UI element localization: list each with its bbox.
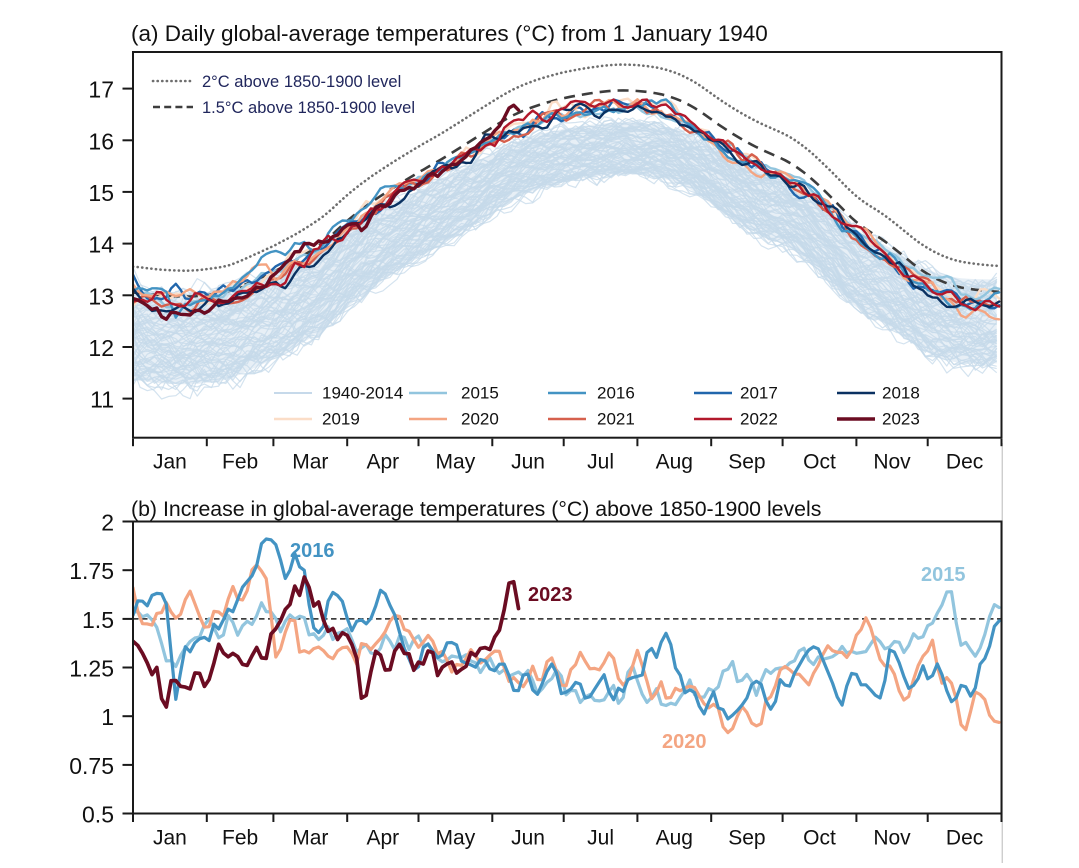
- svg-text:0.75: 0.75: [69, 753, 114, 779]
- svg-text:Feb: Feb: [222, 827, 258, 850]
- svg-text:May: May: [436, 451, 476, 474]
- svg-text:Apr: Apr: [366, 451, 399, 474]
- svg-text:11: 11: [90, 387, 114, 413]
- svg-text:2016: 2016: [597, 384, 635, 403]
- svg-text:Sep: Sep: [728, 827, 765, 850]
- svg-text:1.5: 1.5: [82, 607, 114, 633]
- svg-text:2015: 2015: [921, 564, 966, 586]
- svg-text:Jul: Jul: [587, 451, 614, 474]
- svg-text:1.5°C above 1850-1900 level: 1.5°C above 1850-1900 level: [202, 99, 415, 117]
- svg-text:Aug: Aug: [656, 451, 693, 474]
- svg-text:Sep: Sep: [728, 451, 765, 474]
- svg-text:Aug: Aug: [656, 827, 693, 850]
- svg-text:2023: 2023: [882, 410, 920, 429]
- svg-text:2°C above 1850-1900 level: 2°C above 1850-1900 level: [202, 73, 401, 91]
- svg-text:Oct: Oct: [803, 451, 836, 474]
- svg-text:14: 14: [88, 232, 114, 258]
- svg-text:Jun: Jun: [511, 451, 545, 474]
- svg-text:1: 1: [101, 704, 114, 730]
- svg-text:15: 15: [88, 180, 114, 206]
- svg-text:Apr: Apr: [366, 827, 399, 850]
- svg-text:2020: 2020: [662, 731, 707, 753]
- svg-text:2: 2: [101, 510, 114, 536]
- svg-text:Jan: Jan: [153, 827, 187, 850]
- svg-text:(a) Daily global-average tempe: (a) Daily global-average temperatures (°…: [131, 21, 768, 46]
- svg-text:Jan: Jan: [153, 451, 187, 474]
- svg-text:Jun: Jun: [511, 827, 545, 850]
- svg-text:2022: 2022: [740, 410, 778, 429]
- svg-text:Oct: Oct: [803, 827, 836, 850]
- svg-text:12: 12: [88, 335, 114, 361]
- svg-text:Dec: Dec: [946, 827, 983, 850]
- svg-text:1940-2014: 1940-2014: [322, 384, 403, 403]
- svg-text:2020: 2020: [461, 410, 499, 429]
- svg-text:Nov: Nov: [873, 827, 911, 850]
- svg-text:17: 17: [88, 77, 114, 103]
- svg-text:16: 16: [88, 128, 114, 154]
- svg-text:2015: 2015: [461, 384, 499, 403]
- svg-text:2016: 2016: [290, 540, 335, 562]
- svg-text:0.5: 0.5: [82, 802, 114, 828]
- svg-text:13: 13: [88, 283, 114, 309]
- svg-text:Mar: Mar: [292, 451, 328, 474]
- svg-text:2017: 2017: [740, 384, 778, 403]
- svg-text:1.75: 1.75: [69, 558, 114, 584]
- svg-text:(b) Increase in global-average: (b) Increase in global-average temperatu…: [131, 497, 821, 521]
- svg-text:Mar: Mar: [292, 827, 328, 850]
- svg-text:Dec: Dec: [946, 451, 983, 474]
- svg-text:Nov: Nov: [873, 451, 911, 474]
- svg-text:May: May: [436, 827, 476, 850]
- svg-text:2023: 2023: [528, 584, 573, 606]
- svg-text:Jul: Jul: [587, 827, 614, 850]
- svg-text:1.25: 1.25: [69, 656, 114, 682]
- svg-text:2019: 2019: [322, 410, 360, 429]
- svg-text:2021: 2021: [597, 410, 635, 429]
- svg-text:Feb: Feb: [222, 451, 258, 474]
- svg-text:2018: 2018: [882, 384, 920, 403]
